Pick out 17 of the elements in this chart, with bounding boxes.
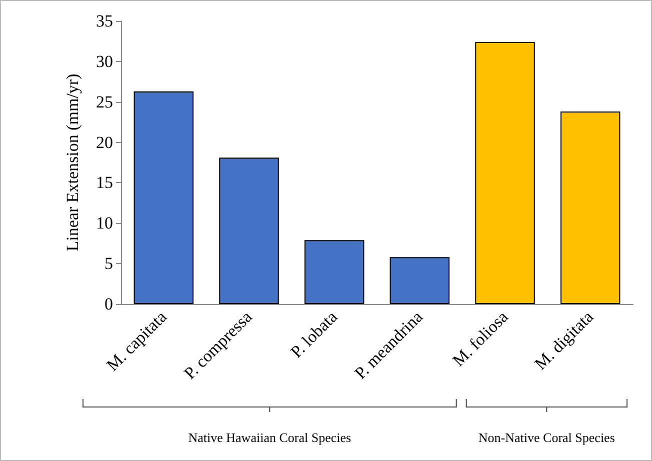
bar xyxy=(390,257,450,304)
y-tick-label: 25 xyxy=(96,92,113,112)
text: Native Hawaiian Coral Species xyxy=(188,430,352,446)
y-tick-label: 30 xyxy=(96,52,113,71)
y-tick-label: 5 xyxy=(104,254,113,274)
text: Non-Native Coral Species xyxy=(478,430,615,446)
bar xyxy=(304,240,364,304)
y-axis-title: Linear Extension (mm/yr) xyxy=(63,74,82,252)
y-tick-label: 35 xyxy=(96,12,113,30)
bar xyxy=(475,42,535,304)
bar xyxy=(219,158,279,304)
y-tick-label: 20 xyxy=(96,132,113,152)
y-tick-label: 15 xyxy=(96,173,113,192)
bar xyxy=(134,91,194,304)
y-tick-label: 0 xyxy=(104,294,113,314)
y-tick-label: 10 xyxy=(96,214,113,233)
bar xyxy=(560,112,620,304)
